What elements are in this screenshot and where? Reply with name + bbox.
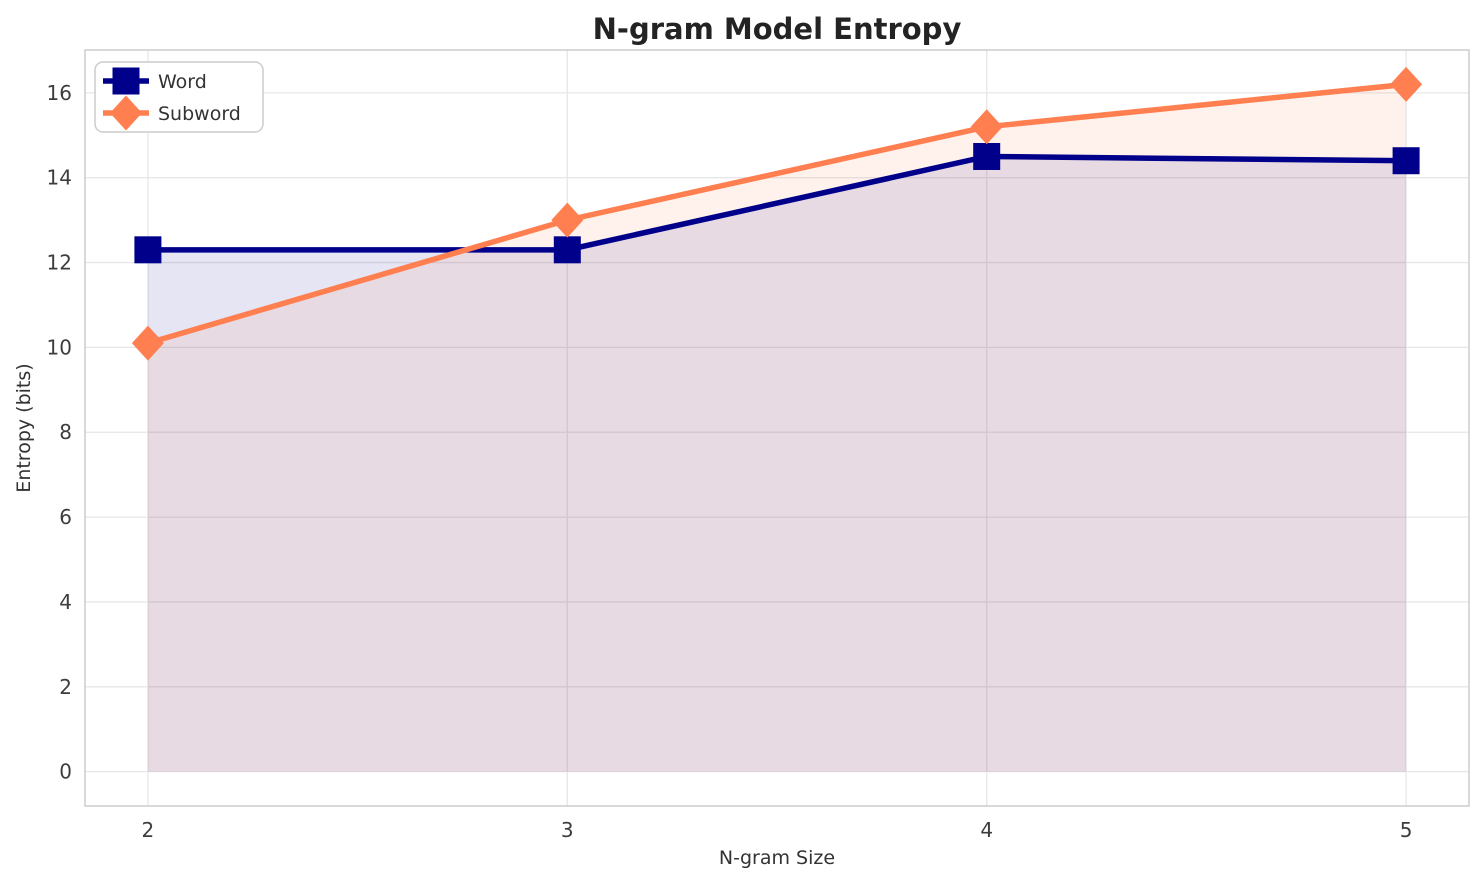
subword-data-marker [970, 109, 1003, 145]
y-tick-label: 4 [59, 590, 72, 614]
fill-area-word [147, 156, 1407, 772]
word-data-marker [973, 142, 1001, 170]
word-square-marker-icon [112, 67, 140, 95]
series-subword [131, 66, 1423, 361]
y-axis-label: Entropy (bits) [13, 363, 35, 492]
y-tick-labels: 0 2 4 6 8 10 12 14 16 [47, 81, 72, 784]
subword-data-marker [131, 325, 164, 361]
series-group [131, 66, 1423, 361]
y-tick-label: 14 [47, 166, 72, 190]
legend: Word Subword [94, 61, 264, 133]
series-word [134, 142, 1420, 264]
legend-item-word: Word [103, 67, 207, 95]
word-data-marker [1392, 147, 1420, 175]
x-tick-labels: 2 3 4 5 [142, 818, 1413, 842]
legend-item-subword: Subword [103, 95, 241, 131]
x-axis-label: N-gram Size [719, 847, 835, 869]
chart-title: N-gram Model Entropy [593, 12, 962, 46]
series-line-word [145, 153, 1409, 253]
subword-data-marker [551, 202, 584, 238]
gridlines [85, 50, 1469, 806]
subword-data-marker [1390, 66, 1423, 102]
word-data-marker [134, 236, 162, 264]
plot-frame [84, 49, 1470, 807]
y-tick-label: 8 [59, 420, 72, 444]
legend-label-subword: Subword [158, 103, 241, 125]
legend-label-word: Word [158, 71, 207, 93]
fill-area-subword [147, 84, 1407, 772]
x-tick-label: 2 [142, 818, 155, 842]
x-tick-label: 5 [1400, 818, 1413, 842]
y-tick-label: 10 [47, 335, 72, 359]
series-line-subword [145, 81, 1409, 346]
y-tick-label: 0 [59, 760, 72, 784]
y-tick-label: 16 [47, 81, 72, 105]
subword-diamond-marker-icon [110, 95, 142, 131]
x-tick-label: 4 [980, 818, 993, 842]
y-tick-label: 6 [59, 505, 72, 529]
fill-areas [147, 84, 1407, 772]
x-tick-label: 3 [561, 818, 574, 842]
word-data-marker [553, 236, 581, 264]
y-tick-label: 2 [59, 675, 72, 699]
y-tick-label: 12 [47, 251, 72, 275]
